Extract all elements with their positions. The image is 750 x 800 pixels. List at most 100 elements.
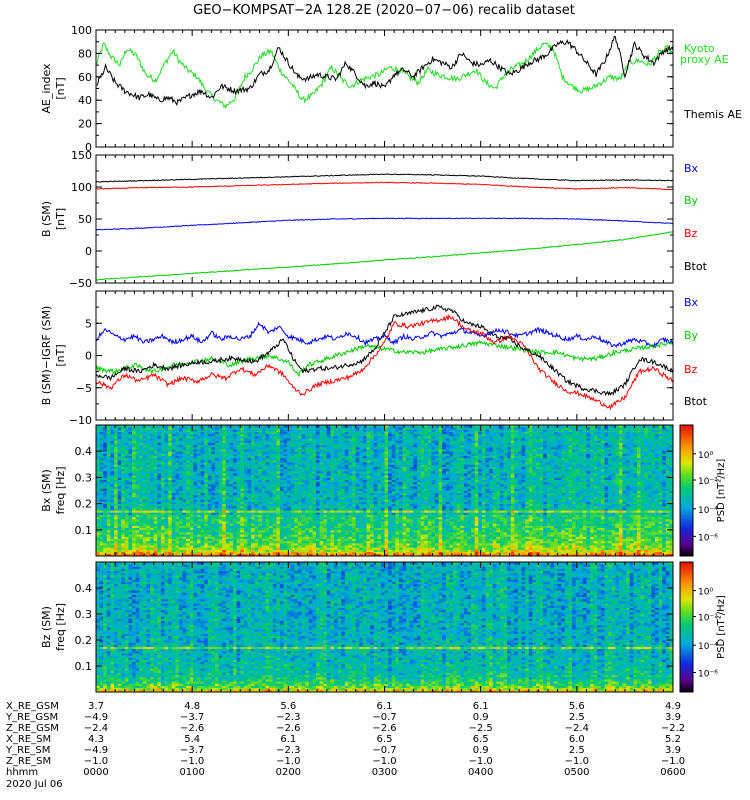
ephemeris-value: −2.4 [84, 723, 108, 734]
ephemeris-value: −2.3 [276, 745, 300, 756]
colorbar-tick-label: 10⁰ [698, 451, 713, 461]
ephemeris-value: 6.1 [377, 701, 393, 712]
y-axis-label: AE_index [40, 63, 53, 114]
ephemeris-value: −0.7 [372, 712, 396, 723]
colorbar-tick-label: 10⁻² [698, 614, 718, 624]
ephemeris-value: −1.0 [661, 756, 685, 767]
ephemeris-table: X_RE_GSMY_RE_GSMZ_RE_GSMX_RE_SMY_RE_SMZ_… [5, 701, 686, 790]
y-axis-unit: freq [Hz] [54, 466, 67, 514]
y-tick-label: 0.1 [75, 524, 93, 537]
ephemeris-row-label: X_RE_GSM [6, 701, 59, 712]
panel-5: 10⁰ 10⁻² 10⁻⁴ 10⁻⁶ PSD [nT²/Hz] 0.1 0.2 0.3 0.4 B… [40, 561, 727, 693]
ephemeris-row-label: Z_RE_SM [6, 756, 51, 767]
figure-title: GEO−KOMPSAT−2A 128.2E (2020−07−06) recal… [193, 3, 575, 18]
ephemeris-value: 6.1 [473, 701, 489, 712]
ephemeris-value: 0600 [660, 767, 685, 778]
legend-entry-by: By [684, 329, 699, 342]
ephemeris-value: −3.7 [180, 745, 204, 756]
ephemeris-row-label: Y_RE_SM [5, 745, 50, 756]
colorbar-tick-label: 10⁻² [698, 477, 718, 487]
ephemeris-value: 0300 [372, 767, 397, 778]
ephemeris-row-label: 2020 Jul 06 [6, 779, 63, 790]
ephemeris-row-label: Y_RE_GSM [5, 712, 58, 723]
series-line-themis-ae [95, 35, 674, 107]
ephemeris-value: −1.0 [84, 756, 108, 767]
ephemeris-value: −1.0 [180, 756, 204, 767]
panel-2: −50 0 50 100 150 B (SM) [nT] Bx By Bz Btot [40, 149, 708, 290]
y-tick-label: 0.4 [75, 445, 93, 458]
ephemeris-value: 0100 [179, 767, 204, 778]
legend-entry-bz: Bz [684, 363, 698, 376]
legend-entry-bx: Bx [684, 162, 699, 175]
y-tick-label: 100 [71, 24, 92, 37]
ephemeris-value: −1.0 [276, 756, 300, 767]
ephemeris-value: −4.9 [84, 712, 108, 723]
ephemeris-value: 5.6 [569, 701, 585, 712]
ephemeris-value: 3.9 [665, 712, 681, 723]
y-axis-unit: [nT] [54, 344, 67, 366]
y-tick-label: 60 [78, 71, 92, 84]
colorbar: 10⁰ 10⁻² 10⁻⁴ 10⁻⁶ PSD [nT²/Hz] [679, 561, 727, 693]
y-tick-label: 40 [78, 94, 92, 107]
y-tick-label: 0 [85, 350, 92, 363]
ephemeris-value: 0200 [276, 767, 301, 778]
ephemeris-value: −4.9 [84, 745, 108, 756]
y-tick-label: 0.4 [75, 582, 93, 595]
ephemeris-value: −2.2 [661, 723, 685, 734]
legend-entry-by: By [684, 194, 699, 207]
colorbar-tick-label: 10⁻⁶ [698, 533, 718, 543]
ephemeris-value: 2.5 [569, 745, 585, 756]
y-tick-label: −50 [69, 277, 92, 290]
ephemeris-value: −2.3 [276, 712, 300, 723]
series-line-bx [95, 217, 674, 231]
y-tick-label: 0.2 [75, 634, 93, 647]
ephemeris-value: 3.9 [665, 745, 681, 756]
ephemeris-value: 0.9 [473, 712, 489, 723]
colorbar-tick-label: 10⁻⁴ [698, 506, 718, 516]
ephemeris-value: 6.0 [569, 734, 585, 745]
series-line-bz [95, 181, 674, 191]
ephemeris-value: 4.3 [88, 734, 104, 745]
ephemeris-value: 0500 [564, 767, 589, 778]
y-tick-label: 50 [78, 213, 92, 226]
colorbar-tick-label: 10⁻⁴ [698, 642, 718, 652]
colorbar: 10⁰ 10⁻² 10⁻⁴ 10⁻⁶ PSD [nT²/Hz] [679, 424, 727, 557]
ephemeris-value: 6.5 [473, 734, 489, 745]
ephemeris-value: 0400 [468, 767, 493, 778]
y-axis-unit: freq [Hz] [54, 603, 67, 651]
series-line-bz [95, 314, 674, 411]
colorbar-label: PSD [nT²/Hz] [716, 595, 727, 659]
y-tick-label: 0.2 [75, 498, 93, 511]
spectrogram-cells [96, 562, 674, 693]
y-tick-label: 20 [78, 118, 92, 131]
ephemeris-value: −2.4 [565, 723, 589, 734]
y-axis-unit: [nT] [54, 77, 67, 99]
ephemeris-value: 5.2 [665, 734, 681, 745]
y-axis-label: B (SM)−IGRF (SM) [40, 306, 53, 406]
series-line-bx [95, 321, 674, 349]
y-tick-label: 0.3 [75, 608, 93, 621]
ephemeris-value: −2.6 [180, 723, 204, 734]
ephemeris-value: 6.1 [280, 734, 296, 745]
series-line-by [95, 339, 674, 378]
ephemeris-value: 5.4 [184, 734, 200, 745]
legend-entry-themis-ae: Themis AE [683, 108, 742, 121]
y-axis-unit: [nT] [54, 208, 67, 230]
legend-entry-bz: Bz [684, 227, 698, 240]
y-axis-label: B (SM) [40, 201, 53, 237]
ephemeris-row-label: X_RE_SM [6, 734, 51, 745]
series-line-kyoto-proxy-ae [95, 42, 674, 110]
y-tick-label: 80 [78, 47, 92, 60]
ephemeris-value: 0000 [83, 767, 108, 778]
ephemeris-value: 0.9 [473, 745, 489, 756]
y-tick-label: 150 [71, 149, 92, 162]
legend-entry-bx: Bx [684, 296, 699, 309]
y-tick-label: 5 [85, 317, 92, 330]
ephemeris-row-label: Z_RE_GSM [6, 723, 59, 734]
y-tick-label: −5 [76, 382, 92, 395]
spectrogram-cells [96, 425, 674, 557]
y-tick-label: 100 [71, 181, 92, 194]
legend-entry-proxy-ae: proxy AE [680, 53, 729, 66]
ephemeris-value: −2.6 [276, 723, 300, 734]
